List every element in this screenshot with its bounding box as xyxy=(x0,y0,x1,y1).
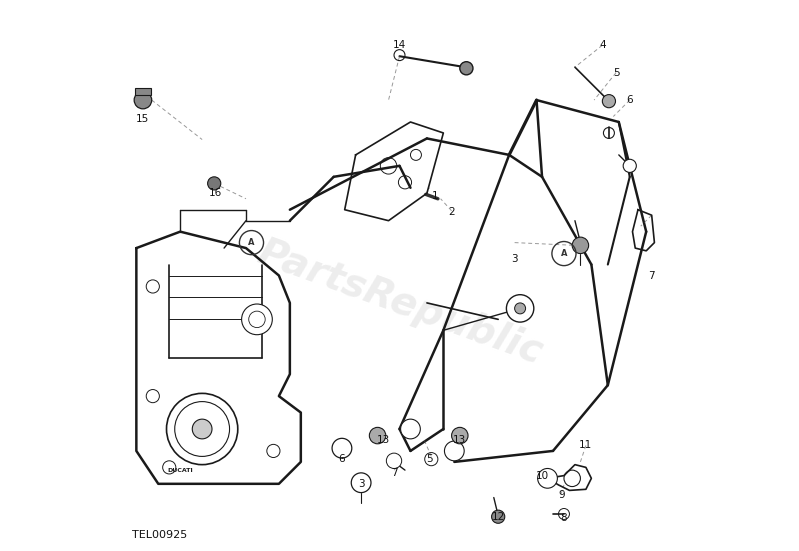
Circle shape xyxy=(444,441,464,461)
Text: A: A xyxy=(248,238,255,247)
Text: 5: 5 xyxy=(613,68,619,78)
Circle shape xyxy=(146,280,159,293)
Circle shape xyxy=(459,62,473,75)
Text: A: A xyxy=(561,249,567,258)
Text: 14: 14 xyxy=(393,40,406,50)
Circle shape xyxy=(193,419,212,439)
Circle shape xyxy=(515,303,526,314)
Text: 13: 13 xyxy=(376,435,390,445)
Text: 5: 5 xyxy=(427,454,433,464)
Circle shape xyxy=(400,419,420,439)
Circle shape xyxy=(163,461,176,474)
Circle shape xyxy=(369,428,386,444)
Circle shape xyxy=(572,237,589,253)
Circle shape xyxy=(208,177,221,190)
Text: 16: 16 xyxy=(209,188,222,198)
Text: DUCATI: DUCATI xyxy=(167,468,193,473)
Circle shape xyxy=(146,390,159,403)
Text: 10: 10 xyxy=(535,471,549,480)
Text: 12: 12 xyxy=(491,512,505,522)
Bar xyxy=(135,88,150,95)
Circle shape xyxy=(602,95,615,108)
Text: 15: 15 xyxy=(137,114,149,125)
Circle shape xyxy=(332,439,352,458)
Text: 7: 7 xyxy=(391,468,397,478)
Text: 1: 1 xyxy=(431,191,439,201)
Circle shape xyxy=(538,468,558,488)
Text: 2: 2 xyxy=(448,208,455,218)
Text: 3: 3 xyxy=(358,479,364,489)
Circle shape xyxy=(387,453,402,468)
Text: 3: 3 xyxy=(511,254,518,264)
Circle shape xyxy=(451,428,468,444)
Text: 4: 4 xyxy=(599,40,606,50)
Circle shape xyxy=(241,304,272,334)
Circle shape xyxy=(623,159,636,172)
Circle shape xyxy=(507,295,534,322)
Circle shape xyxy=(267,444,280,457)
Text: 11: 11 xyxy=(579,440,593,451)
Text: PartsRepublic: PartsRepublic xyxy=(252,234,547,372)
Circle shape xyxy=(134,91,152,109)
Text: 9: 9 xyxy=(558,490,565,500)
Text: 13: 13 xyxy=(453,435,467,445)
Text: 8: 8 xyxy=(561,513,567,523)
Circle shape xyxy=(491,510,505,523)
Text: TEL00925: TEL00925 xyxy=(132,530,187,540)
Text: 7: 7 xyxy=(648,271,655,280)
Text: 6: 6 xyxy=(339,454,345,464)
Text: 6: 6 xyxy=(626,95,633,105)
Circle shape xyxy=(166,393,238,464)
Circle shape xyxy=(352,473,371,493)
